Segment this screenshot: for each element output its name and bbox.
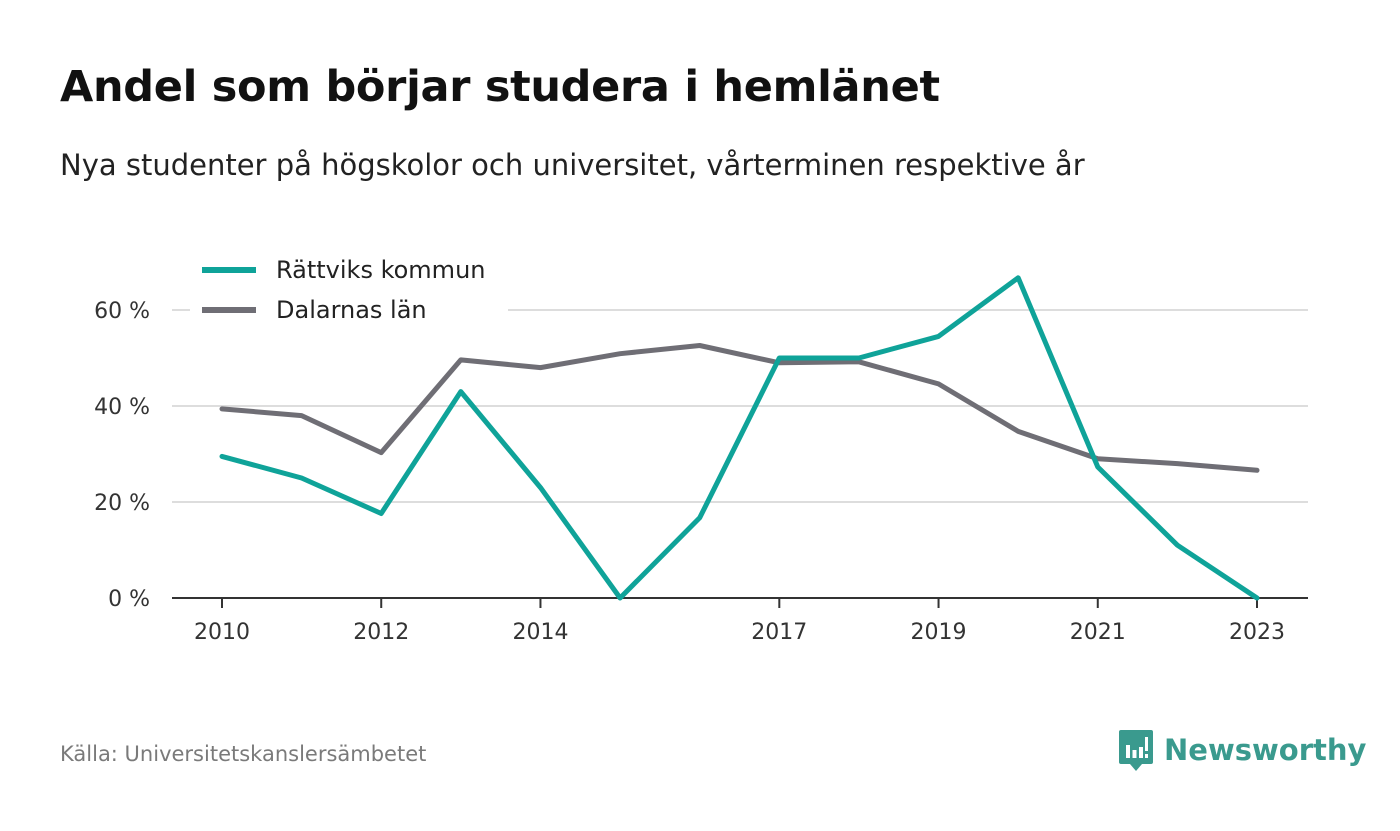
- series-line-dalarnas-lan: [219, 343, 1260, 473]
- x-tick-label: 2010: [194, 620, 250, 645]
- axes: 0 % 20 % 40 % 60 % 2010 2012 2014 2017 2019 2021 2…: [94, 299, 1308, 645]
- x-tick-label: 2023: [1229, 620, 1285, 645]
- x-tick-label: 2019: [911, 620, 967, 645]
- series-lines: [219, 275, 1260, 601]
- chart-title: Andel som börjar studera i hemlänet: [60, 62, 940, 112]
- legend-label: Dalarnas län: [276, 296, 427, 324]
- x-tick-label: 2014: [512, 620, 568, 645]
- chart-subtitle: Nya studenter på högskolor och universit…: [60, 148, 1085, 182]
- x-tick-label: 2017: [751, 620, 807, 645]
- brand-logo: Newsworthy: [1118, 728, 1366, 772]
- source-note: Källa: Universitetskanslersämbetet: [60, 742, 427, 766]
- x-tick-label: 2021: [1070, 620, 1126, 645]
- x-tick-label: 2012: [353, 620, 409, 645]
- newsworthy-logo-icon: [1119, 730, 1153, 771]
- y-tick-label: 60 %: [94, 299, 150, 324]
- y-tick-label: 0 %: [108, 587, 150, 612]
- y-tick-label: 40 %: [94, 395, 150, 420]
- legend: Rättviks kommun Dalarnas län: [190, 248, 508, 328]
- brand-name: Newsworthy: [1164, 733, 1367, 767]
- legend-background: [190, 248, 508, 328]
- legend-label: Rättviks kommun: [276, 256, 485, 284]
- series-line-rattviks-kommun: [219, 275, 1260, 601]
- y-tick-label: 20 %: [94, 491, 150, 516]
- gridlines: [172, 309, 1308, 503]
